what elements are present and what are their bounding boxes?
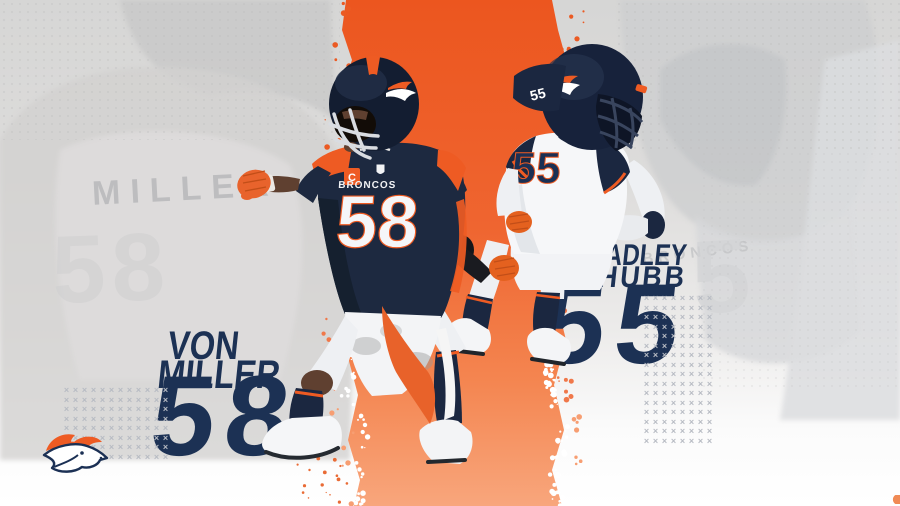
miller-captain-badge: C (348, 172, 356, 184)
chubb-chest-number: 55 (510, 144, 562, 193)
halftone-dots-top-left (0, 0, 340, 140)
halftone-dots-mid-right (700, 150, 900, 390)
corner-paint-speck (891, 495, 900, 504)
halftone-dots-top-right (615, 0, 900, 150)
faded-photo-chubb-helmet (620, 0, 900, 420)
miller-chest-number: 58 (334, 180, 421, 263)
player-bradley-chubb: 55 55 (445, 44, 665, 366)
miller-jersey-wordmark: BRONCOS (338, 180, 397, 191)
chubb-shoulder-number: 55 (528, 84, 547, 103)
x-pattern-right: × × × × × × × × × × × × × × × × × × × × × × × × × × × × × × × × × × × × × × × ×… (643, 293, 713, 446)
x-pattern-left: × × × × × × × × × × × × × × × × × × × × × × × × × × × × × × × × × × × × × × × ×… (63, 385, 169, 462)
broncos-horse-logo (42, 434, 109, 473)
player-von-miller: C BRONCOS 58 (237, 55, 519, 464)
